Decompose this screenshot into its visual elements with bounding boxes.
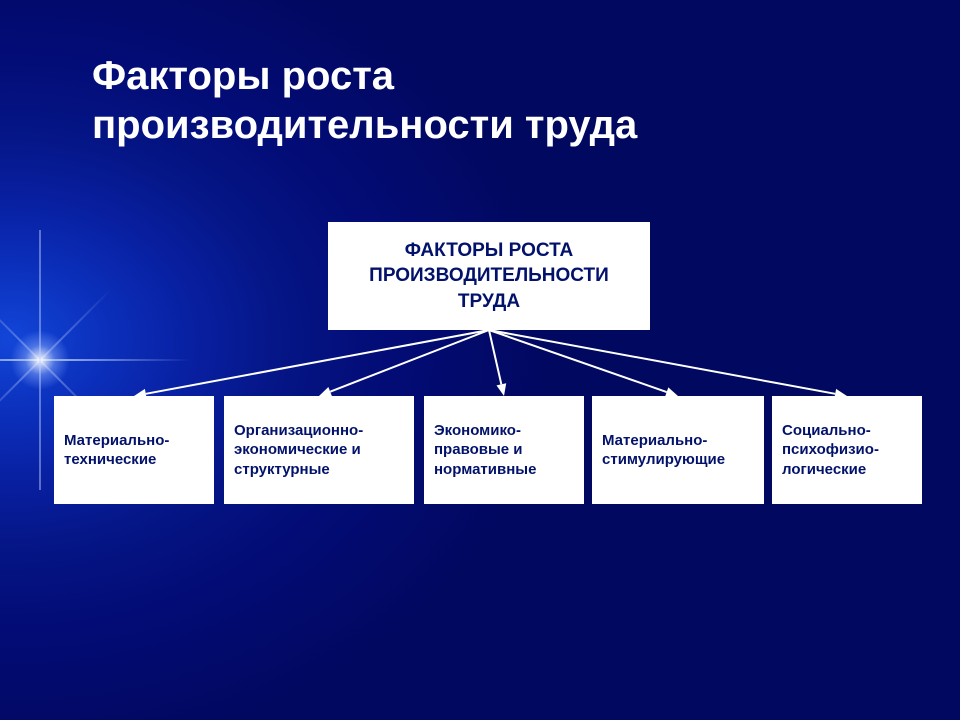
diagram-child-node: Материально- технические: [54, 396, 214, 504]
child-line: психофизио-: [782, 441, 879, 458]
child-line: правовые и: [434, 441, 523, 458]
child-line: нормативные: [434, 461, 536, 478]
root-line1: ФАКТОРЫ РОСТА: [405, 240, 574, 261]
child-line: Материально-: [64, 432, 169, 449]
child-line: структурные: [234, 461, 330, 478]
root-line3: ТРУДА: [458, 291, 520, 312]
diagram-child-node: Социально- психофизио- логические: [772, 396, 922, 504]
slide-title-line1: Факторы роста: [92, 54, 394, 98]
diagram-child-node: Экономико- правовые и нормативные: [424, 396, 584, 504]
child-line: Организационно-: [234, 422, 363, 439]
child-line: Экономико-: [434, 422, 521, 439]
diagram-child-node: Материально- стимулирующие: [592, 396, 764, 504]
child-line: Материально-: [602, 432, 707, 449]
diagram-child-node: Организационно- экономические и структур…: [224, 396, 414, 504]
child-line: технические: [64, 451, 156, 468]
child-line: логические: [782, 461, 866, 478]
slide-title: Факторы роста производительности труда: [92, 52, 637, 150]
slide-title-line2: производительности труда: [92, 103, 637, 147]
child-line: Социально-: [782, 422, 871, 439]
child-line: экономические и: [234, 441, 361, 458]
child-line: стимулирующие: [602, 451, 725, 468]
diagram-root-node: ФАКТОРЫ РОСТА ПРОИЗВОДИТЕЛЬНОСТИ ТРУДА: [328, 222, 650, 330]
root-line2: ПРОИЗВОДИТЕЛЬНОСТИ: [369, 265, 609, 286]
